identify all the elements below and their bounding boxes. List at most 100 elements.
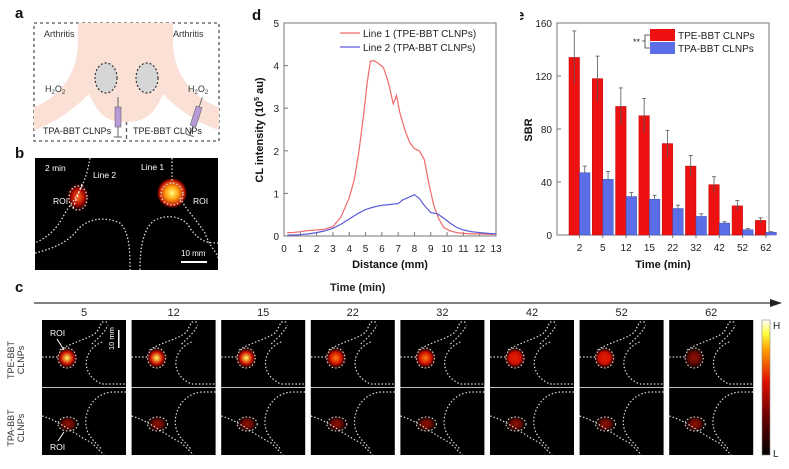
tissue-outline: [490, 321, 574, 385]
roi-outline: [684, 347, 704, 369]
roi-bottom-label: ROI: [50, 442, 65, 452]
tissue-outline: [42, 321, 126, 385]
roi-left-label: ROI: [53, 196, 68, 206]
y-axis-title: CL intensity (105 au): [254, 77, 266, 183]
syringe-icon-left: [114, 97, 122, 138]
x-axis-title: Time (min): [635, 259, 691, 270]
significance-label: **: [633, 37, 641, 47]
bar-tpe: [661, 143, 673, 236]
bar-tpe: [638, 115, 650, 236]
tpa-hotspot: [684, 415, 707, 433]
roi-outline: [147, 416, 169, 432]
legend-line-1-label: Line 1 (TPE-BBT CLNPs): [363, 29, 476, 40]
roi-outline: [684, 416, 706, 432]
roi-outline: [595, 416, 617, 432]
bar-tpe: [592, 78, 604, 236]
image-background: [35, 158, 218, 270]
tpe-hotspot: [503, 346, 527, 370]
bar-tpa: [672, 208, 684, 236]
y-tick-label: 120: [535, 72, 552, 83]
roi-outline: [147, 347, 167, 369]
x-axis-title: Distance (mm): [352, 259, 428, 270]
x-tick-label: 4: [346, 244, 352, 255]
legend: TPE-BBT CLNPs TPA-BBT CLNPs **: [633, 29, 755, 55]
x-tick-label: 7: [395, 244, 401, 255]
roi-outline: [326, 416, 348, 432]
roi-outline: [236, 347, 256, 369]
x-tick-label: 1: [298, 244, 304, 255]
significance-bracket: [642, 34, 650, 49]
line-1-label: Line 1: [141, 162, 164, 172]
y-tick-label: 5: [273, 19, 279, 30]
roi-outline: [505, 416, 527, 432]
bar-tpa: [695, 216, 707, 236]
legend-tpe-swatch: [650, 29, 675, 41]
time-label: 32: [436, 307, 448, 319]
time-label: 52: [615, 307, 627, 319]
y-tick-label: 2: [273, 147, 279, 158]
roi-pointer: [56, 338, 65, 351]
tpa-hotspot: [325, 415, 348, 433]
tissue-outline: [669, 391, 754, 456]
left-arthritis-label: Arthritis: [44, 29, 75, 39]
roi-top-label: ROI: [50, 328, 65, 338]
x-tick-label: 10: [442, 244, 454, 255]
tpe-image-tile: [669, 320, 754, 387]
tpa-image-tile: [579, 388, 664, 455]
bar-tpa: [765, 232, 777, 236]
tpa-image-tile: [310, 388, 395, 455]
legend-tpa-label: TPA-BBT CLNPs: [678, 44, 754, 55]
tissue-outline: [221, 321, 306, 385]
y-tick-label: 3: [273, 104, 279, 115]
scale-bar: [118, 330, 120, 348]
tissue-outline: [400, 321, 485, 385]
time-arrow: [34, 299, 782, 307]
bar-tpa: [719, 222, 731, 236]
panel-b-label: b: [15, 145, 25, 162]
x-tick-label: 6: [379, 244, 385, 255]
roi-outline: [57, 347, 77, 369]
tpa-hotspot: [236, 415, 259, 433]
tissue-outline: [310, 321, 395, 385]
x-tick-label: 13: [490, 244, 502, 255]
tpe-image-tile: [131, 320, 216, 387]
y-tick-label: 160: [535, 19, 552, 30]
time-axis-title: Time (min): [330, 282, 386, 294]
time-label: 12: [167, 307, 179, 319]
roi-right-label: ROI: [193, 196, 208, 206]
right-arthritis-label: Arthritis: [173, 29, 204, 39]
time-column-42: 42: [489, 307, 574, 456]
tpe-image-tile: [221, 320, 306, 387]
left-probe-label: TPA-BBT CLNPs: [43, 126, 112, 136]
legend-tpa-swatch: [650, 42, 675, 54]
bar-tpa: [625, 196, 637, 236]
x-tick-label: 62: [760, 243, 772, 254]
time-label: 5: [81, 307, 87, 319]
tpe-hotspot: [682, 346, 707, 370]
time-column-62: 62: [669, 307, 754, 456]
y-axis-title: SBR: [523, 118, 535, 141]
tpa-image-tile: [669, 388, 754, 455]
roi-outline: [326, 347, 346, 369]
x-tick-label: 9: [428, 244, 434, 255]
tpa-image-tile: [400, 388, 485, 455]
legend-line-2-label: Line 2 (TPA-BBT CLNPs): [363, 43, 475, 54]
tpa-hotspot: [415, 415, 438, 433]
panel-e-label: e: [520, 7, 524, 24]
colorbar-high-label: H: [773, 321, 780, 332]
bar-tpe: [568, 57, 580, 236]
y-tick-label: 1: [273, 189, 279, 200]
tpe-image-tile: [400, 320, 485, 387]
bar-tpa: [579, 172, 591, 236]
tissue-outline: [41, 391, 126, 456]
colorbar: [761, 319, 771, 456]
tpa-image-tile: [490, 388, 574, 455]
x-tick-label: 12: [621, 243, 633, 254]
panel-b-image: 2 min Line 2 Line 1 ROI ROI 10 mm: [35, 158, 218, 270]
time-label: 2 min: [45, 163, 66, 173]
roi-outline: [57, 416, 79, 432]
tpa-hotspot: [505, 415, 527, 433]
bar-tpe: [615, 106, 627, 236]
tpa-hotspot: [57, 415, 79, 433]
